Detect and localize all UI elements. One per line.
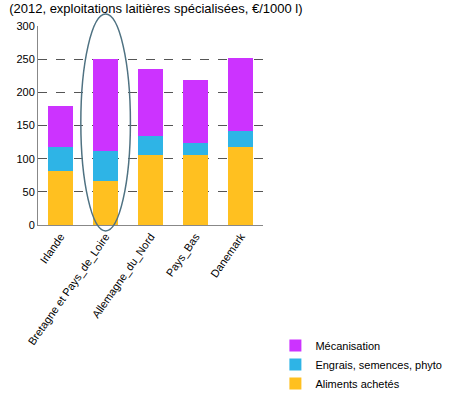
svg-text:250: 250 xyxy=(16,53,34,65)
svg-text:200: 200 xyxy=(16,86,34,98)
svg-text:300: 300 xyxy=(16,20,34,32)
svg-text:Bretagne et Pays_de_Loire: Bretagne et Pays_de_Loire xyxy=(25,231,111,347)
svg-text:Allemagne_du_Nord: Allemagne_du_Nord xyxy=(89,231,156,320)
svg-text:150: 150 xyxy=(16,119,34,131)
svg-text:100: 100 xyxy=(16,153,34,165)
svg-text:0: 0 xyxy=(29,219,35,231)
svg-text:Irlande: Irlande xyxy=(38,231,67,265)
svg-text:Aliments achetés: Aliments achetés xyxy=(315,378,399,390)
svg-text:Engrais, semences, phyto: Engrais, semences, phyto xyxy=(315,359,442,371)
svg-text:Danemark: Danemark xyxy=(208,231,247,280)
svg-text:(2012, exploitations laitières: (2012, exploitations laitières spécialis… xyxy=(9,1,302,16)
svg-text:Pays_Bas: Pays_Bas xyxy=(164,231,203,279)
svg-text:50: 50 xyxy=(23,186,35,198)
svg-text:Mécanisation: Mécanisation xyxy=(315,340,380,352)
